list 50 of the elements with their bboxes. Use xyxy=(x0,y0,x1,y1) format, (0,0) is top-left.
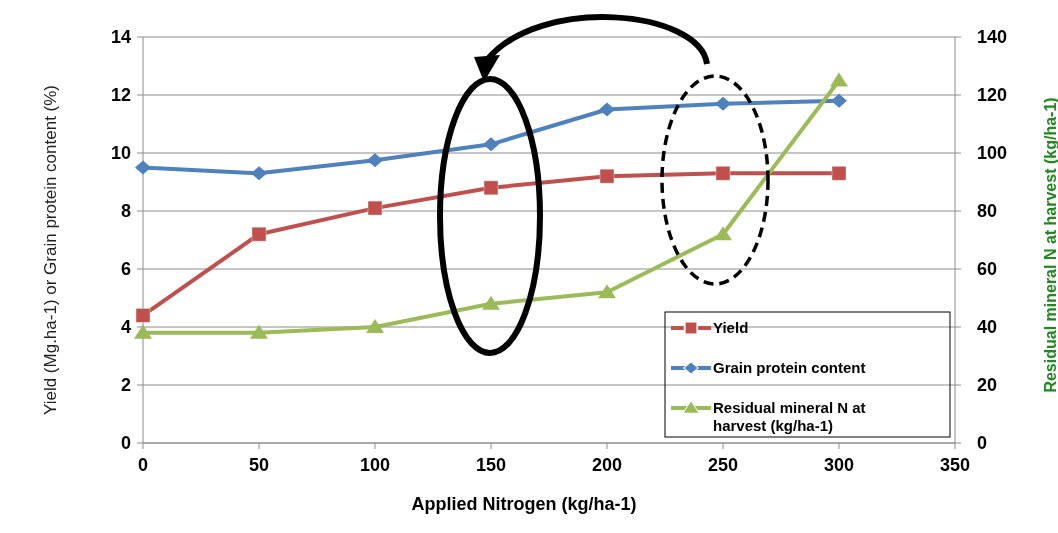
point xyxy=(367,153,383,168)
y-tick-label: 12 xyxy=(110,85,131,106)
y-axis-title: Yield (Mg.ha-1) or Grain protein content (%) xyxy=(41,84,60,416)
point xyxy=(251,166,267,181)
point xyxy=(715,165,731,181)
x-tick-label: 350 xyxy=(939,455,971,475)
point xyxy=(251,226,267,242)
point xyxy=(831,165,847,181)
x-tick-label: 150 xyxy=(475,455,507,475)
point xyxy=(367,200,383,216)
y-tick-label: 0 xyxy=(120,433,131,454)
legend-label: Grain protein content xyxy=(713,359,866,377)
point xyxy=(250,324,268,339)
x-tick-label: 200 xyxy=(591,455,623,475)
y2-tick-label: 100 xyxy=(977,143,1008,164)
point xyxy=(134,324,152,339)
y-tick-label: 10 xyxy=(110,143,131,164)
y2-tick-label: 80 xyxy=(977,201,998,222)
y2-tick-label: 120 xyxy=(977,85,1008,106)
y-tick-label: 2 xyxy=(120,375,131,396)
legend-label: Residual mineral N at harvest (kg/ha-1) xyxy=(713,399,866,435)
x-tick-label: 250 xyxy=(707,455,739,475)
legend-label: Yield xyxy=(713,319,749,337)
point xyxy=(482,295,500,310)
point xyxy=(831,93,847,108)
point xyxy=(483,180,499,196)
y2-tick-label: 60 xyxy=(977,259,998,280)
point xyxy=(830,72,848,87)
point xyxy=(715,96,731,111)
y-tick-label: 14 xyxy=(110,27,131,48)
point xyxy=(599,102,615,117)
point xyxy=(714,226,732,241)
y2-tick-label: 40 xyxy=(977,317,998,338)
point xyxy=(483,137,499,152)
x-tick-label: 100 xyxy=(359,455,391,475)
y-tick-label: 4 xyxy=(120,317,131,338)
y2-tick-label: 20 xyxy=(977,375,998,396)
point xyxy=(366,319,384,333)
y-tick-label: 8 xyxy=(120,201,131,222)
y2-tick-label: 140 xyxy=(977,27,1008,48)
point xyxy=(135,307,151,323)
point xyxy=(598,284,616,299)
x-tick-label: 0 xyxy=(137,455,149,475)
x-axis-title: Applied Nitrogen (kg/ha-1) xyxy=(411,494,637,514)
y-tick-label: 6 xyxy=(120,259,131,280)
x-tick-label: 300 xyxy=(823,455,855,475)
x-tick-label: 50 xyxy=(248,455,270,475)
y2-tick-label: 0 xyxy=(977,433,988,454)
point xyxy=(135,160,151,175)
point xyxy=(599,168,615,184)
